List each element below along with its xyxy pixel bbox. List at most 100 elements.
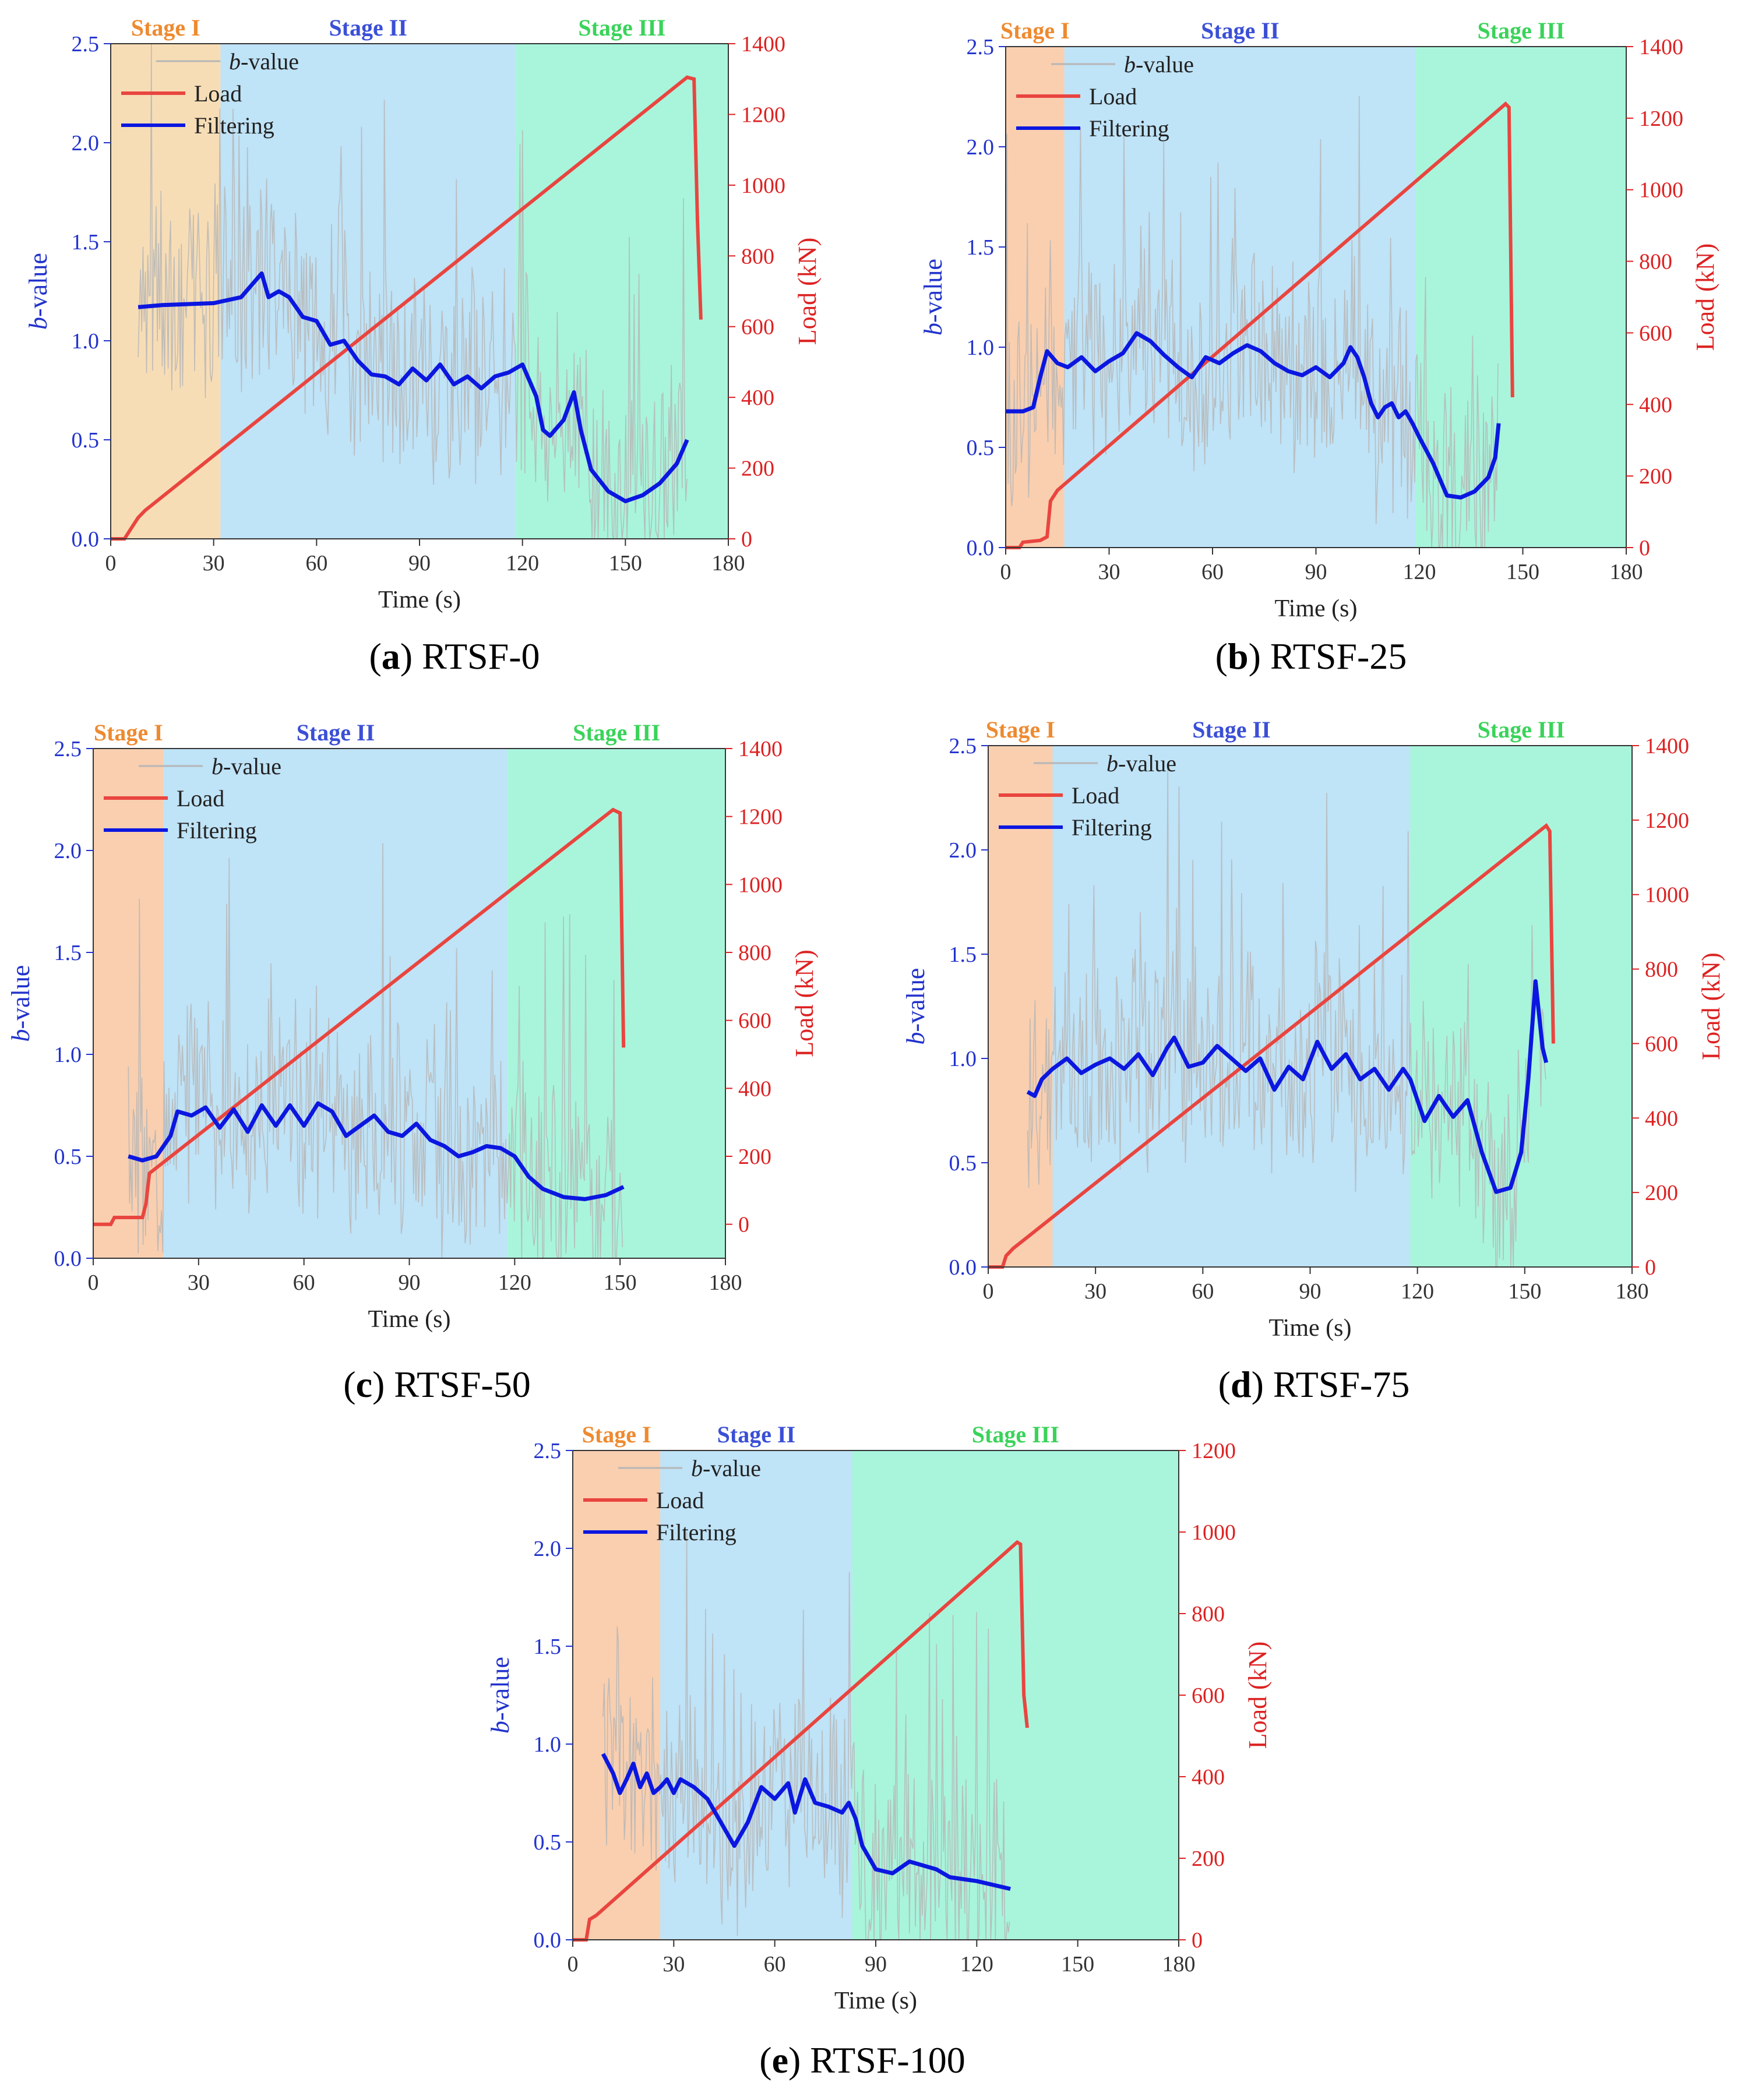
y-right-tick-label: 400	[1645, 1106, 1678, 1131]
chart-svg: Stage I Stage II Stage III 0 30 60 90 120 150 180…	[24, 15, 822, 613]
legend-b: b	[212, 753, 223, 779]
caption-e: (e) RTSF-100	[759, 2039, 965, 2081]
x-tick-label: 120	[960, 1952, 993, 1977]
caption-name: RTSF-25	[1270, 636, 1407, 677]
y-left-tick-label: 1.5	[967, 235, 995, 260]
x-tick-label: 120	[1401, 1279, 1434, 1304]
y-left-tick-label: 1.5	[54, 941, 82, 965]
y-left-label-suffix: -value	[919, 259, 947, 323]
y-right-tick-label: 600	[741, 315, 774, 340]
stage-region-2	[1052, 746, 1411, 1267]
y-right-tick-label: 1400	[738, 737, 783, 761]
stage-region-3	[515, 44, 728, 539]
y-left-label-suffix: -value	[6, 965, 35, 1029]
x-tick-label: 30	[188, 1270, 210, 1295]
x-tick-label: 30	[203, 551, 225, 576]
y-left-label: b-value	[901, 968, 930, 1045]
y-left-tick-label: 0.0	[72, 527, 100, 552]
y-left-label-b: b	[901, 1032, 930, 1044]
y-right-tick-label: 200	[738, 1145, 771, 1169]
x-tick-label: 60	[1201, 560, 1224, 584]
y-left-label-b: b	[24, 317, 52, 330]
x-tick-label: 60	[293, 1270, 315, 1295]
caption-d: (d) RTSF-75	[1218, 1364, 1410, 1405]
y-right-tick-label: 200	[1639, 464, 1672, 489]
y-right-tick-label: 1000	[1639, 178, 1683, 203]
x-tick-label: 90	[865, 1952, 887, 1977]
stage-region-3	[1410, 746, 1632, 1267]
y-right-label-text: Load (kN)	[1697, 952, 1725, 1060]
x-tick-label: 0	[88, 1270, 99, 1295]
y-right-tick-label: 800	[741, 244, 774, 269]
y-left-tick-label: 1.5	[949, 943, 977, 967]
y-right-tick-label: 0	[738, 1213, 749, 1237]
legend-label-bvalue: b-value	[229, 48, 299, 75]
stage-region-1	[988, 746, 1053, 1267]
stage-label-1: Stage I	[94, 719, 163, 746]
y-right-tick-label: 1000	[741, 174, 785, 198]
y-left-tick-label: 1.0	[54, 1043, 82, 1067]
y-left-tick-label: 2.5	[72, 32, 100, 57]
load-series	[93, 807, 626, 1226]
x-tick-label: 0	[568, 1952, 579, 1977]
x-tick-label: 0	[105, 551, 117, 576]
caption-name: RTSF-75	[1273, 1364, 1410, 1405]
x-tick-label: 180	[1610, 560, 1643, 584]
y-right-tick-label: 1000	[1192, 1520, 1236, 1545]
x-axis-label: Time (s)	[1275, 595, 1358, 622]
stage-region-1	[93, 749, 164, 1258]
y-left-label: b-value	[6, 965, 35, 1042]
y-right-label: Load (kN)	[793, 238, 822, 345]
y-left-label-b: b	[919, 323, 947, 336]
y-left-tick-label: 0.0	[949, 1255, 977, 1280]
x-tick-label: 60	[1192, 1279, 1214, 1304]
legend-b: b	[1124, 51, 1136, 77]
y-left-tick-label: 0.5	[949, 1151, 977, 1176]
chart-svg: Stage I Stage II Stage III 0 30 60 90 120 150 180…	[486, 1421, 1272, 2014]
y-right-tick-label: 1400	[1645, 734, 1689, 758]
caption-letter: d	[1230, 1364, 1252, 1405]
legend-label-bvalue: b-value	[1124, 51, 1194, 77]
y-right-tick-label: 1400	[1639, 35, 1683, 59]
x-tick-label: 30	[662, 1952, 685, 1977]
stage-label-3: Stage III	[573, 719, 660, 746]
y-left-label-suffix: -value	[486, 1657, 514, 1721]
y-right-tick-label: 1200	[1192, 1439, 1236, 1463]
legend-label-bvalue: b-value	[212, 753, 281, 779]
x-tick-label: 90	[1299, 1279, 1321, 1304]
y-right-tick-label: 400	[738, 1077, 771, 1101]
x-tick-label: 150	[1506, 560, 1539, 584]
x-tick-label: 150	[604, 1270, 637, 1295]
stage-region-2	[163, 749, 508, 1258]
x-tick-label: 180	[1162, 1952, 1196, 1977]
stage-label-1: Stage I	[1000, 17, 1070, 44]
x-tick-label: 90	[399, 1270, 421, 1295]
y-left-tick-label: 1.5	[534, 1635, 562, 1659]
x-tick-label: 120	[498, 1270, 531, 1295]
y-right-tick-label: 1200	[741, 103, 785, 127]
filtering-series	[128, 1101, 625, 1201]
y-left-label-text: b-value	[919, 259, 947, 336]
stage-label-1: Stage I	[131, 15, 200, 41]
y-right-tick-label: 1000	[738, 873, 783, 897]
y-left-label: b-value	[24, 253, 52, 330]
y-left-tick-label: 1.0	[967, 336, 995, 360]
y-left-tick-label: 2.5	[54, 737, 82, 761]
caption-letter: b	[1227, 636, 1249, 677]
y-left-tick-label: 1.5	[72, 230, 100, 255]
y-left-tick-label: 0.5	[967, 436, 995, 460]
y-right-tick-label: 0	[1639, 536, 1650, 560]
stage-region-1	[1006, 47, 1065, 548]
x-tick-label: 90	[408, 551, 431, 576]
stage-label-2: Stage II	[1192, 717, 1270, 743]
legend-label-load: Load	[1072, 782, 1119, 809]
y-left-label: b-value	[486, 1657, 514, 1734]
stage-region-3	[1416, 47, 1626, 548]
caption-name: RTSF-0	[422, 636, 540, 677]
x-tick-label: 30	[1098, 560, 1120, 584]
x-tick-label: 180	[1616, 1279, 1649, 1304]
x-tick-label: 30	[1084, 1279, 1106, 1304]
y-left-label-suffix: -value	[24, 253, 52, 317]
legend-suffix: -value	[703, 1455, 761, 1481]
x-axis-label: Time (s)	[378, 587, 461, 613]
